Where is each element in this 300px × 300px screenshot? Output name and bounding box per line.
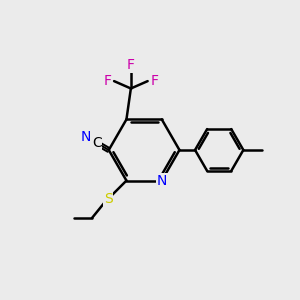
Text: N: N: [81, 130, 91, 144]
Text: F: F: [127, 58, 135, 72]
Text: N: N: [157, 174, 167, 188]
Text: F: F: [103, 74, 111, 88]
Text: S: S: [104, 192, 112, 206]
Text: F: F: [150, 74, 158, 88]
Text: C: C: [92, 136, 102, 150]
